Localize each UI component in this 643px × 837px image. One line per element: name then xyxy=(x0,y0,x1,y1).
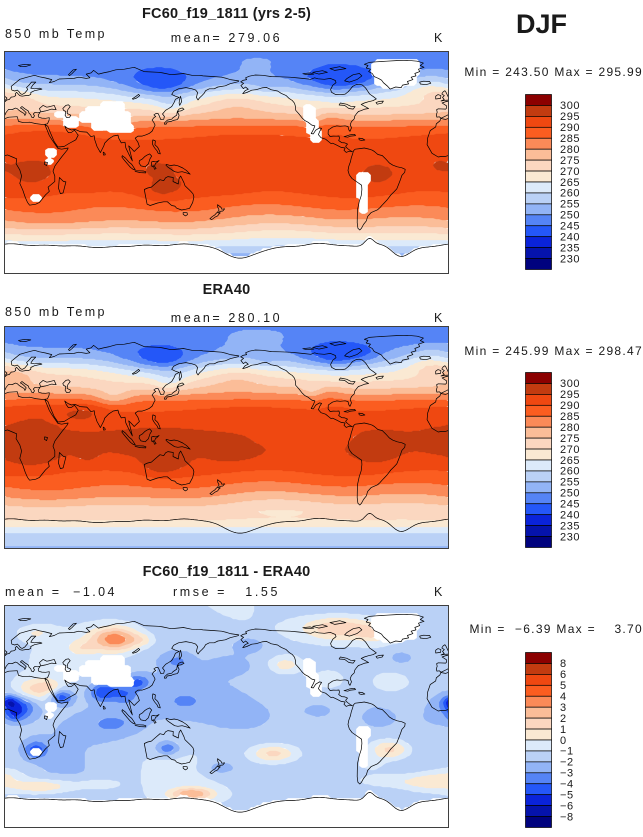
svg-text:255: 255 xyxy=(560,199,580,211)
svg-text:285: 285 xyxy=(560,411,580,423)
svg-text:6: 6 xyxy=(560,669,567,681)
svg-text:260: 260 xyxy=(560,466,580,478)
svg-text:260: 260 xyxy=(560,188,580,200)
svg-text:1: 1 xyxy=(560,724,567,736)
svg-text:285: 285 xyxy=(560,133,580,145)
svg-text:300: 300 xyxy=(560,100,580,112)
svg-text:265: 265 xyxy=(560,177,580,189)
svg-text:290: 290 xyxy=(560,400,580,412)
svg-text:270: 270 xyxy=(560,444,580,456)
svg-text:−8: −8 xyxy=(560,811,574,823)
svg-text:275: 275 xyxy=(560,433,580,445)
svg-text:250: 250 xyxy=(560,488,580,500)
svg-text:280: 280 xyxy=(560,144,580,156)
svg-text:−4: −4 xyxy=(560,779,574,791)
svg-text:−3: −3 xyxy=(560,768,574,780)
svg-text:235: 235 xyxy=(560,520,580,532)
svg-text:230: 230 xyxy=(560,253,580,265)
svg-text:240: 240 xyxy=(560,509,580,521)
svg-text:−1: −1 xyxy=(560,746,574,758)
svg-text:230: 230 xyxy=(560,531,580,543)
svg-text:235: 235 xyxy=(560,242,580,254)
svg-text:255: 255 xyxy=(560,477,580,489)
svg-text:275: 275 xyxy=(560,155,580,167)
svg-text:245: 245 xyxy=(560,499,580,511)
svg-text:250: 250 xyxy=(560,210,580,222)
svg-text:265: 265 xyxy=(560,455,580,467)
svg-text:8: 8 xyxy=(560,658,567,670)
svg-text:290: 290 xyxy=(560,122,580,134)
svg-text:−6: −6 xyxy=(560,800,574,812)
svg-text:2: 2 xyxy=(560,713,567,725)
svg-text:300: 300 xyxy=(560,378,580,390)
svg-text:270: 270 xyxy=(560,166,580,178)
svg-text:5: 5 xyxy=(560,680,567,692)
svg-text:0: 0 xyxy=(560,735,567,747)
svg-text:−5: −5 xyxy=(560,789,574,801)
svg-text:240: 240 xyxy=(560,231,580,243)
svg-text:3: 3 xyxy=(560,702,567,714)
svg-text:295: 295 xyxy=(560,111,580,123)
svg-text:4: 4 xyxy=(560,691,567,703)
svg-text:245: 245 xyxy=(560,221,580,233)
svg-text:280: 280 xyxy=(560,422,580,434)
svg-text:295: 295 xyxy=(560,389,580,401)
svg-text:−2: −2 xyxy=(560,757,574,769)
